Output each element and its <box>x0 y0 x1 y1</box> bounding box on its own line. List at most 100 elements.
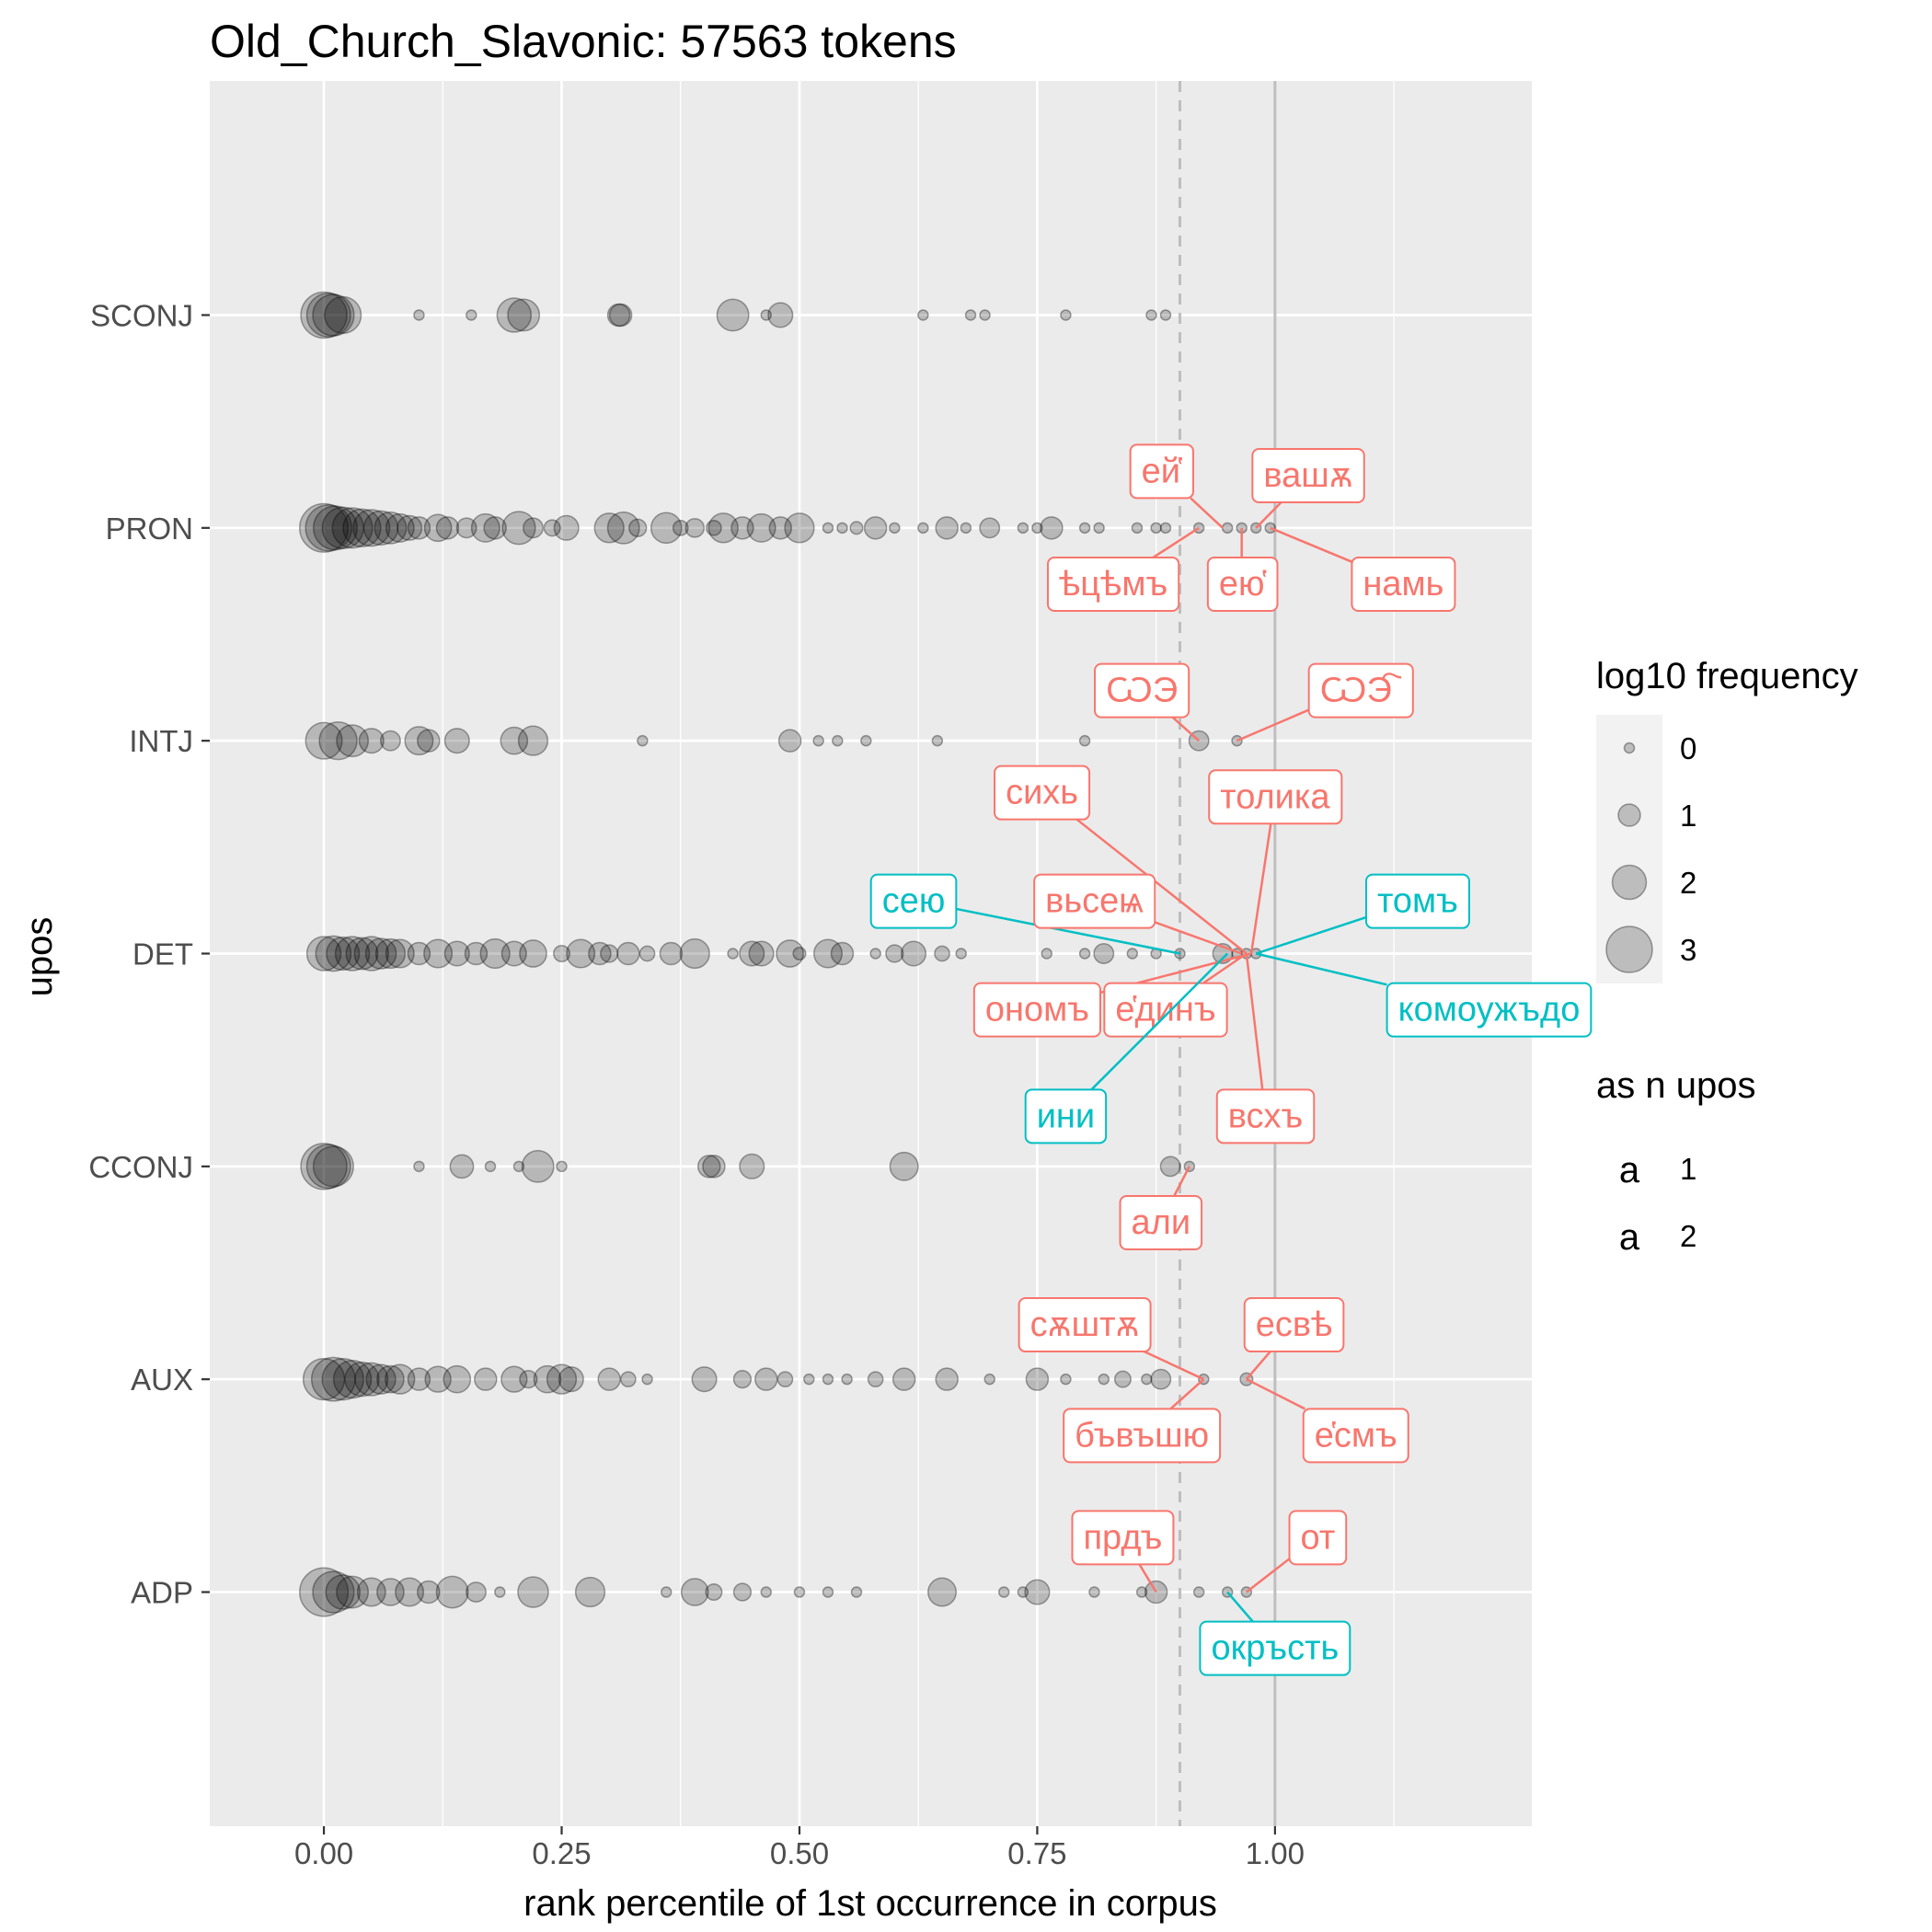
data-point <box>955 948 967 960</box>
data-point <box>362 510 399 546</box>
legend-size-key <box>1623 742 1636 754</box>
data-point <box>863 516 888 540</box>
data-point <box>867 1371 884 1388</box>
label-box <box>1047 556 1180 612</box>
text-label-text: е҅динъ <box>1115 991 1215 1029</box>
data-point <box>312 293 355 337</box>
data-point <box>325 1574 361 1610</box>
label-leader-line <box>1245 1351 1271 1380</box>
data-point <box>395 1577 425 1607</box>
text-label-text: али <box>1132 1203 1191 1242</box>
data-point <box>777 729 802 753</box>
text-label: ономъ <box>972 952 1252 1038</box>
data-point <box>616 941 640 966</box>
label-box <box>1364 873 1470 929</box>
data-point <box>593 512 625 544</box>
data-point <box>305 721 343 760</box>
label-leader-line <box>1138 1563 1157 1593</box>
data-point <box>760 1586 773 1598</box>
data-point <box>1078 522 1091 535</box>
legend-size-title: log10 frequency <box>1596 656 1858 696</box>
label-leader-line <box>1171 716 1200 742</box>
data-point <box>443 728 470 754</box>
label-box <box>1386 982 1593 1038</box>
data-point <box>300 1143 348 1190</box>
legend-size-key <box>1611 864 1648 901</box>
text-label-text: окръсть <box>1211 1629 1339 1668</box>
data-point <box>1025 1367 1050 1391</box>
data-point <box>313 505 358 551</box>
label-box <box>1243 1297 1345 1353</box>
text-label: ини <box>1024 952 1229 1144</box>
text-label-text: ѠЭ҇ <box>1320 672 1402 710</box>
label-box <box>1215 1088 1316 1144</box>
label-leader-line <box>956 907 1180 955</box>
data-point <box>484 1160 497 1173</box>
data-point <box>305 1144 351 1190</box>
data-point <box>318 720 358 761</box>
text-label: ею҅ <box>1206 527 1279 612</box>
legend-size-key <box>1605 926 1653 973</box>
data-point <box>466 1581 487 1603</box>
data-point <box>659 941 684 966</box>
data-point <box>822 1586 834 1598</box>
data-point <box>822 1373 834 1386</box>
legend-size-label: 2 <box>1680 866 1696 900</box>
data-point <box>507 298 541 332</box>
data-point <box>606 303 631 328</box>
data-point <box>397 514 423 541</box>
data-point <box>1093 943 1115 964</box>
data-point <box>365 1363 397 1395</box>
data-point <box>374 511 408 545</box>
data-point <box>353 936 389 972</box>
label-leader-line <box>1090 952 1229 1091</box>
data-point <box>672 519 689 536</box>
data-point <box>964 309 977 321</box>
label-box <box>1071 1510 1175 1566</box>
legend-size-label: 1 <box>1680 799 1696 833</box>
legend-size-key <box>1617 803 1641 827</box>
text-labels: ей҅ вашѫ ѣцѣмъ ею҅ намь ѠЭ ѠЭ҇ сихь толика сею вьс… <box>869 443 1593 1676</box>
data-point <box>1141 1373 1153 1386</box>
x-tick-label: 0.50 <box>770 1836 829 1870</box>
label-leader-line <box>1190 497 1224 529</box>
data-point <box>638 945 656 962</box>
data-point <box>1040 516 1064 540</box>
label-box <box>1024 1088 1108 1144</box>
data-point <box>776 1371 794 1388</box>
data-point <box>517 725 549 756</box>
text-label: томъ <box>1255 873 1470 955</box>
text-label-text: вьсеѩ <box>1045 882 1144 921</box>
data-point <box>776 939 804 968</box>
data-point <box>822 522 834 535</box>
label-box <box>1033 873 1156 929</box>
data-point <box>423 513 453 543</box>
label-box <box>1307 662 1414 719</box>
data-point <box>1088 1586 1100 1598</box>
text-label-text: намь <box>1363 565 1443 604</box>
data-point <box>849 521 864 535</box>
text-label-text: комоужъдо <box>1398 991 1581 1029</box>
data-point <box>705 1583 723 1602</box>
data-point <box>512 1160 525 1173</box>
data-point <box>889 1151 919 1181</box>
data-point <box>979 517 1001 539</box>
data-point <box>407 1367 431 1391</box>
data-point <box>500 726 529 755</box>
data-point <box>299 502 350 553</box>
data-point <box>376 1364 405 1394</box>
data-point <box>574 1576 606 1608</box>
data-point <box>379 730 401 752</box>
chart-title: Old_Church_Slavonic: 57563 tokens <box>210 16 957 67</box>
data-point <box>628 518 648 537</box>
label-leader-line <box>1255 952 1387 986</box>
data-point <box>931 734 944 747</box>
label-leader-line <box>1075 818 1248 955</box>
x-axis-title: rank percentile of 1st occurrence in cor… <box>523 1883 1217 1924</box>
data-point <box>727 948 739 960</box>
legend-color-key: a <box>1619 1217 1640 1258</box>
data-point <box>716 298 750 332</box>
data-point <box>356 1577 386 1607</box>
data-point <box>760 309 773 321</box>
